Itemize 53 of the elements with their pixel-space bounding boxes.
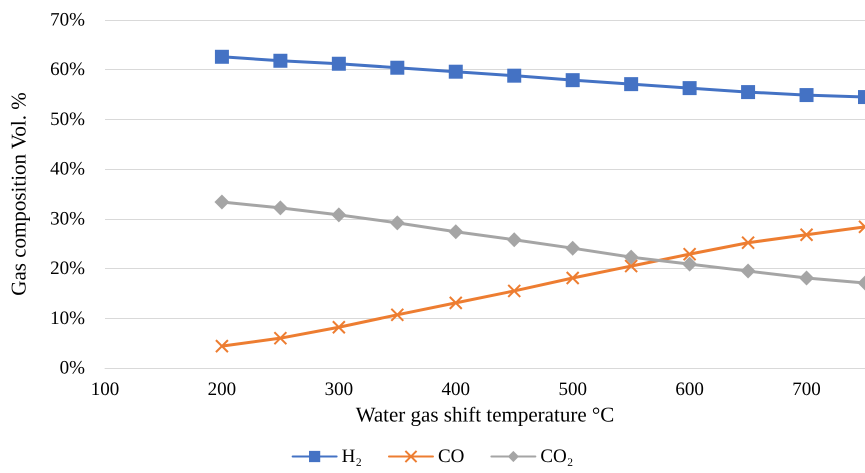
point bbox=[332, 320, 346, 334]
point bbox=[682, 256, 698, 272]
x-tick-label: 700 bbox=[792, 379, 821, 400]
y-axis-title: Gas composition Vol. % bbox=[6, 92, 30, 296]
x-axis-title: Water gas shift temperature °C bbox=[356, 402, 614, 426]
point bbox=[740, 264, 756, 279]
point bbox=[332, 56, 346, 71]
point bbox=[565, 240, 580, 256]
point bbox=[566, 271, 580, 286]
point bbox=[390, 60, 404, 75]
x-tick-label: 200 bbox=[208, 379, 236, 400]
point bbox=[448, 64, 463, 79]
point bbox=[448, 224, 464, 240]
x-tick-label: 500 bbox=[558, 379, 587, 400]
legend-label: H₂ bbox=[342, 446, 362, 467]
y-tick-label: 0% bbox=[60, 358, 86, 378]
x-tick-label: 300 bbox=[324, 379, 354, 400]
y-tick-label: 40% bbox=[50, 158, 86, 180]
point bbox=[272, 200, 288, 216]
point bbox=[566, 73, 580, 88]
x-tick-label: 400 bbox=[442, 379, 470, 400]
point bbox=[624, 259, 638, 274]
point bbox=[214, 50, 229, 64]
point bbox=[682, 81, 697, 96]
point bbox=[273, 331, 288, 346]
point bbox=[741, 236, 756, 250]
point bbox=[507, 68, 522, 83]
y-tick-label: 10% bbox=[50, 308, 86, 329]
point bbox=[390, 308, 404, 322]
y-tick-label: 20% bbox=[50, 258, 86, 280]
point bbox=[507, 284, 522, 298]
point bbox=[506, 232, 522, 248]
point bbox=[741, 85, 756, 100]
y-tick-label: 70% bbox=[50, 10, 86, 30]
point bbox=[214, 339, 229, 354]
legend-label: CO bbox=[438, 446, 464, 467]
point bbox=[390, 215, 405, 230]
point bbox=[331, 207, 346, 222]
point bbox=[799, 270, 814, 286]
x-tick-label: 600 bbox=[675, 379, 704, 400]
point bbox=[682, 247, 697, 262]
x-tick-label: 100 bbox=[90, 379, 120, 400]
point bbox=[800, 88, 814, 102]
point bbox=[448, 296, 463, 310]
y-tick-label: 30% bbox=[50, 208, 86, 230]
point bbox=[624, 77, 638, 92]
y-tick-label: 60% bbox=[50, 59, 86, 80]
point bbox=[273, 54, 288, 68]
y-tick-label: 50% bbox=[50, 108, 86, 130]
point bbox=[624, 250, 639, 265]
legend-label: CO₂ bbox=[540, 446, 574, 467]
point bbox=[214, 194, 230, 210]
point bbox=[800, 228, 814, 242]
